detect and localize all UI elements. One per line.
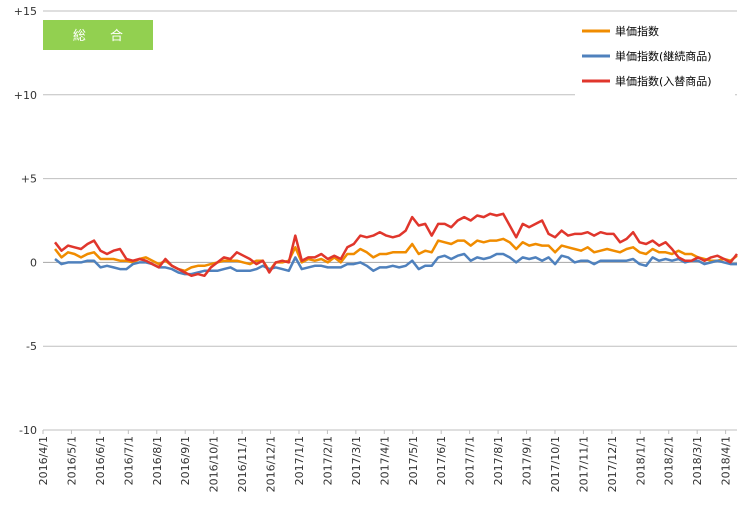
- x-tick-label: 2017/1/1: [293, 436, 306, 485]
- x-tick-label: 2017/3/1: [350, 436, 363, 485]
- x-tick-label: 2017/11/1: [577, 436, 590, 492]
- x-tick-label: 2017/7/1: [464, 436, 477, 485]
- x-tick-label: 2017/9/1: [521, 436, 534, 485]
- legend-label: 単価指数: [615, 24, 659, 38]
- x-tick-label: 2018/4/1: [720, 436, 733, 485]
- x-tick-label: 2016/11/1: [236, 436, 249, 492]
- chart-title-badge: 総 合: [43, 20, 153, 50]
- x-tick-label: 2016/8/1: [151, 436, 164, 485]
- x-tick-label: 2017/8/1: [492, 436, 505, 485]
- x-tick-label: 2016/7/1: [122, 436, 135, 485]
- x-tick-label: 2016/5/1: [65, 436, 78, 485]
- x-tick-label: 2017/10/1: [549, 436, 562, 492]
- y-tick-label: 0: [30, 256, 37, 269]
- x-tick-label: 2018/3/1: [691, 436, 704, 485]
- x-tick-label: 2017/5/1: [407, 436, 420, 485]
- x-tick-label: 2016/9/1: [179, 436, 192, 485]
- x-tick-label: 2018/1/1: [634, 436, 647, 485]
- y-tick-label: +10: [14, 89, 37, 102]
- x-tick-label: 2016/10/1: [208, 436, 221, 492]
- legend-label: 単価指数(入替商品): [615, 74, 712, 88]
- x-tick-label: 2017/4/1: [378, 436, 391, 485]
- legend-label: 単価指数(継続商品): [615, 49, 712, 63]
- x-tick-label: 2017/2/1: [321, 436, 334, 485]
- x-tick-label: 2017/12/1: [606, 436, 619, 492]
- x-tick-label: 2017/6/1: [435, 436, 448, 485]
- y-tick-label: -5: [26, 340, 37, 353]
- series-line-2: [54, 252, 737, 276]
- series-lines: [54, 212, 738, 278]
- chart-title: 総 合: [73, 29, 133, 44]
- y-axis: -10 -5 0 +5 +10 +15: [14, 5, 37, 437]
- x-tick-label: 2018/2/1: [663, 436, 676, 485]
- x-tick-label: 2016/12/1: [265, 436, 278, 492]
- x-tick-label: 2016/4/1: [37, 436, 50, 485]
- y-tick-label: +5: [21, 173, 37, 186]
- x-tick-label: 2016/6/1: [94, 436, 107, 485]
- y-tick-label: +15: [14, 5, 37, 18]
- y-tick-label: -10: [19, 424, 37, 437]
- series-line-3: [54, 212, 738, 278]
- badge-background: [43, 20, 153, 50]
- x-axis: 2016/4/1 2016/5/1 2016/6/1 2016/7/1 2016/8/1…: [37, 429, 737, 492]
